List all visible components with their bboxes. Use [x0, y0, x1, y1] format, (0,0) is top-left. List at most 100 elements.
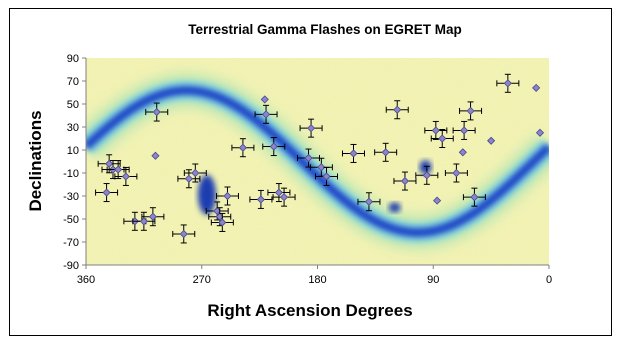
y-axis-label: Declinations [26, 110, 45, 211]
tgf-point [430, 129, 454, 148]
tgf-point [272, 187, 296, 207]
tgf-point [415, 165, 439, 185]
tgf-point [254, 104, 278, 124]
x-ticks: 360 270 180 90 0 [77, 265, 552, 286]
tgf-point-no-errorbar [151, 151, 160, 160]
tgf-marker [279, 193, 289, 202]
tgf-marker [349, 149, 358, 158]
tgf-point [424, 120, 448, 140]
tgf-marker [422, 171, 431, 180]
tgf-marker [381, 148, 390, 157]
tgf-marker [256, 195, 265, 204]
tgf-point [215, 186, 239, 206]
tgf-point-no-errorbar [535, 128, 545, 137]
tgf-point [262, 137, 286, 157]
tgf-point [106, 160, 130, 180]
x-tick-label: 360 [77, 274, 95, 286]
tgf-marker [503, 79, 512, 88]
x-tick-label: 90 [427, 274, 439, 286]
tgf-marker [307, 124, 316, 133]
tgf-marker [114, 165, 123, 174]
y-tick-label: 50 [67, 99, 79, 111]
x-axis-label: Right Ascension Degrees [207, 301, 412, 320]
y-ticks: 90 70 50 30 10 -10 -30 -50 -70 -90 [63, 53, 86, 272]
tgf-point-no-errorbar [532, 83, 541, 92]
tgf-marker [218, 218, 227, 227]
tgf-marker [393, 105, 402, 114]
tgf-marker [470, 193, 479, 202]
tgf-marker [304, 153, 313, 163]
tgf-point [452, 120, 476, 140]
tgf-marker [274, 188, 283, 197]
y-tick-label: 10 [67, 145, 79, 157]
tgf-point [357, 192, 381, 212]
bright-source [388, 202, 401, 213]
tgf-point-no-errorbar [433, 196, 442, 205]
tgf-marker [438, 134, 447, 143]
tgf-point [459, 101, 483, 121]
y-tick-label: -50 [63, 214, 79, 226]
tgf-point [208, 207, 232, 227]
tgf-point [299, 118, 323, 138]
galactic-center-source [197, 174, 216, 215]
tgf-marker [148, 212, 157, 221]
tgf-marker [179, 229, 188, 239]
tgf-point [114, 166, 138, 186]
tgf-point [141, 207, 165, 227]
plot-area [86, 58, 549, 265]
tgf-marker [452, 168, 461, 178]
tgf-point [496, 73, 520, 93]
tgf-marker [105, 159, 114, 168]
tgf-point [393, 171, 417, 191]
tgf-point [210, 212, 234, 232]
tgf-marker [431, 126, 440, 135]
tgf-marker [322, 172, 331, 181]
tgf-point [95, 183, 119, 203]
y-tick-label: -90 [63, 260, 79, 272]
tgf-point [462, 187, 486, 207]
x-tick-label: 0 [546, 274, 552, 286]
tgf-marker [460, 126, 469, 135]
chart-title: Terrestrial Gamma Flashes on EGRET Map [188, 22, 462, 37]
tgf-marker [466, 106, 475, 115]
tgf-point [374, 142, 398, 162]
tgf-marker [223, 191, 232, 201]
y-tick-label: -10 [63, 168, 79, 180]
tgf-point [172, 224, 196, 244]
tgf-marker [364, 197, 374, 206]
y-tick-label: 70 [67, 76, 79, 88]
tgf-point-no-errorbar [260, 95, 269, 104]
tgf-point-no-errorbar [487, 136, 496, 145]
x-tick-label: 270 [193, 274, 211, 286]
tgf-point [267, 183, 291, 203]
y-tick-label: -30 [63, 191, 79, 203]
tgf-point [249, 189, 273, 209]
tgf-marker [238, 143, 247, 152]
tgf-marker [269, 142, 278, 151]
y-tick-label: -70 [63, 237, 79, 249]
bright-source [419, 160, 432, 175]
tgf-marker [152, 107, 161, 117]
data-points [95, 73, 545, 244]
tgf-marker [121, 172, 130, 181]
tgf-point [342, 143, 366, 163]
tgf-point [132, 211, 156, 231]
tgf-point [315, 166, 339, 186]
tgf-marker [191, 168, 200, 178]
y-tick-label: 30 [67, 122, 79, 134]
tgf-point [444, 163, 468, 183]
tgf-marker [184, 174, 193, 183]
tgf-marker [317, 163, 326, 172]
tgf-point [231, 138, 255, 158]
tgf-marker [102, 188, 111, 197]
tgf-marker [400, 176, 410, 186]
y-tick-label: 90 [67, 53, 79, 65]
tgf-marker [261, 110, 271, 119]
x-tick-label: 180 [308, 274, 326, 286]
tgf-point [183, 163, 207, 183]
tgf-point [385, 100, 409, 120]
tgf-point [177, 169, 201, 189]
tgf-point-no-errorbar [458, 148, 467, 157]
tgf-point [145, 102, 169, 122]
